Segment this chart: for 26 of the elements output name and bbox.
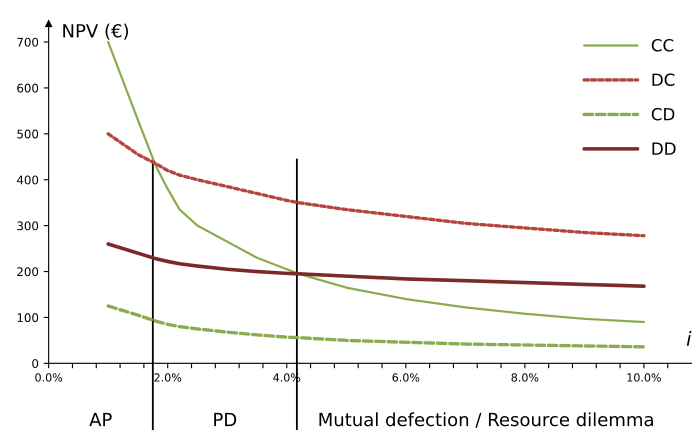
x-tick-label: 8.0% <box>511 373 538 382</box>
x-tick-label: 2.0% <box>154 373 182 382</box>
y-axis-title: NPV (€) <box>63 24 128 40</box>
line-series <box>106 304 646 348</box>
legend-label: DD <box>652 142 676 155</box>
line-series <box>106 242 646 288</box>
y-tick-label: 100 <box>18 313 38 322</box>
text: Mutual defection / Resource dilemma <box>319 412 653 428</box>
y-tick-label: 200 <box>17 267 38 276</box>
text: AP <box>89 412 112 426</box>
y-tick-label: 600 <box>17 84 38 93</box>
y-tick-label: 500 <box>17 130 38 138</box>
x-tick-label: 6.0% <box>392 373 420 382</box>
y-tick-label: 400 <box>16 175 38 184</box>
line-series <box>107 40 646 324</box>
line-series <box>106 132 646 238</box>
legend-label: DC <box>652 73 674 86</box>
y-tick-label: 700 <box>17 38 38 47</box>
legend-label: CD <box>652 108 674 120</box>
y-tick-label: 0 <box>32 359 38 368</box>
legend-label: CC <box>652 38 674 52</box>
y-tick-label: 300 <box>17 221 38 230</box>
x-axis-title: i <box>686 330 692 346</box>
text: PD <box>214 412 236 426</box>
x-tick-label: 0.0% <box>35 373 62 382</box>
x-tick-label: 10.0% <box>627 373 661 382</box>
